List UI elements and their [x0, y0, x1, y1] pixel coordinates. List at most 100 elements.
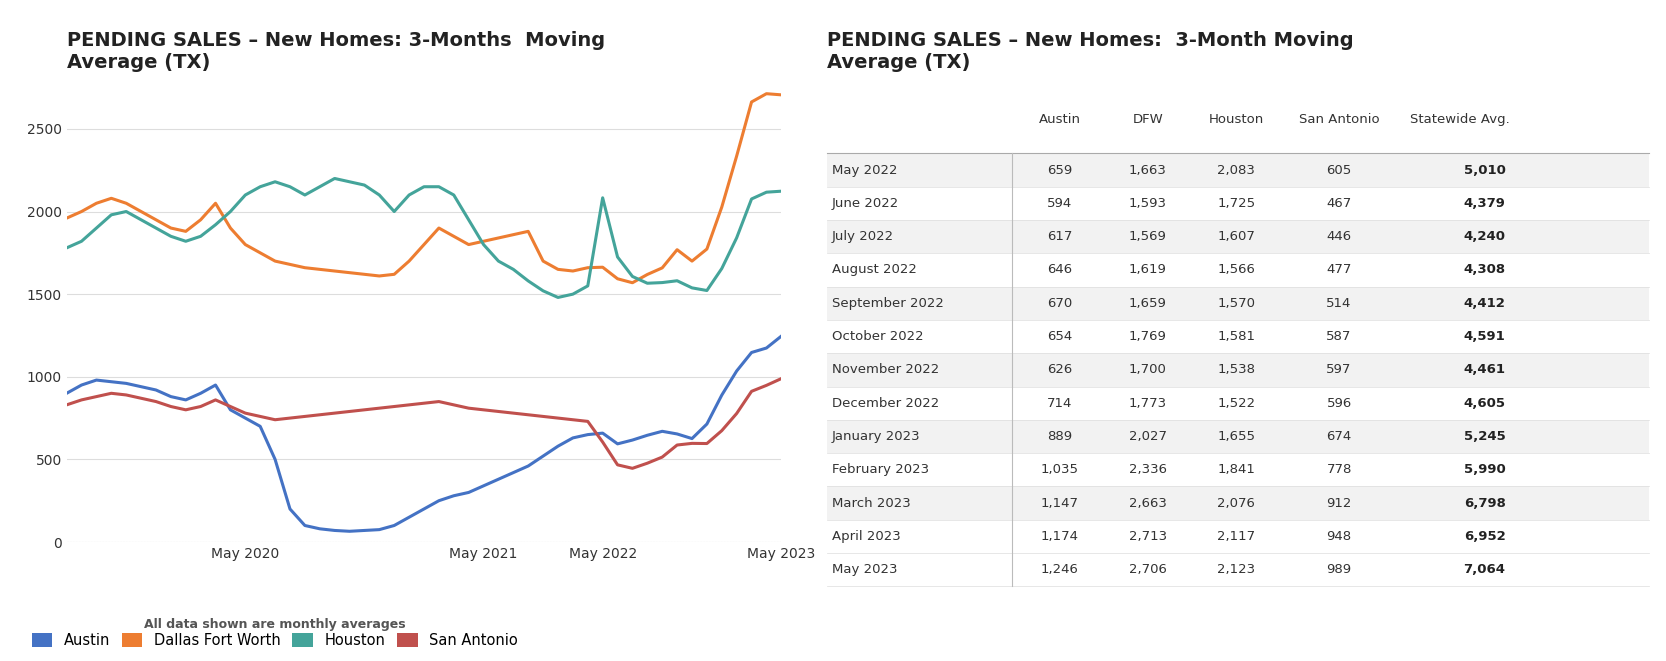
- Text: August 2022: August 2022: [831, 264, 916, 276]
- Text: 948: 948: [1326, 530, 1351, 543]
- Bar: [828, 486, 1649, 520]
- Text: 6,952: 6,952: [1464, 530, 1506, 543]
- Bar: [828, 520, 1649, 553]
- Text: 467: 467: [1326, 197, 1351, 210]
- Text: 1,619: 1,619: [1130, 264, 1166, 276]
- Text: September 2022: September 2022: [831, 297, 943, 310]
- Text: PENDING SALES – New Homes: 3-Months  Moving
Average (TX): PENDING SALES – New Homes: 3-Months Movi…: [67, 31, 605, 72]
- Text: 2,123: 2,123: [1218, 563, 1256, 576]
- Text: 1,607: 1,607: [1218, 230, 1254, 243]
- Text: 1,593: 1,593: [1130, 197, 1166, 210]
- Text: 6,798: 6,798: [1464, 496, 1506, 510]
- Text: July 2022: July 2022: [831, 230, 893, 243]
- Text: 1,773: 1,773: [1130, 397, 1168, 410]
- Text: 2,713: 2,713: [1130, 530, 1168, 543]
- Text: February 2023: February 2023: [831, 463, 928, 477]
- Text: 1,174: 1,174: [1041, 530, 1078, 543]
- Text: 670: 670: [1046, 297, 1073, 310]
- Text: 1,725: 1,725: [1218, 197, 1256, 210]
- Text: PENDING SALES – New Homes:  3-Month Moving
Average (TX): PENDING SALES – New Homes: 3-Month Movin…: [828, 31, 1354, 72]
- Text: 1,566: 1,566: [1218, 264, 1254, 276]
- Text: All data shown are monthly averages: All data shown are monthly averages: [143, 618, 407, 631]
- Text: 4,412: 4,412: [1464, 297, 1506, 310]
- Text: 626: 626: [1046, 364, 1073, 376]
- Text: 1,663: 1,663: [1130, 163, 1166, 176]
- Text: San Antonio: San Antonio: [1299, 112, 1379, 126]
- Text: 2,706: 2,706: [1130, 563, 1166, 576]
- Bar: [828, 220, 1649, 253]
- Bar: [828, 186, 1649, 220]
- Text: DFW: DFW: [1133, 112, 1163, 126]
- Text: 605: 605: [1326, 163, 1351, 176]
- Text: Statewide Avg.: Statewide Avg.: [1409, 112, 1509, 126]
- Text: 1,570: 1,570: [1218, 297, 1256, 310]
- Text: October 2022: October 2022: [831, 330, 923, 343]
- Text: Houston: Houston: [1210, 112, 1264, 126]
- Text: 654: 654: [1046, 330, 1073, 343]
- Text: 4,591: 4,591: [1464, 330, 1506, 343]
- Text: 1,246: 1,246: [1041, 563, 1078, 576]
- Text: 514: 514: [1326, 297, 1351, 310]
- Bar: [828, 253, 1649, 287]
- Text: 4,461: 4,461: [1463, 364, 1506, 376]
- Text: 1,569: 1,569: [1130, 230, 1166, 243]
- Text: 587: 587: [1326, 330, 1351, 343]
- Bar: [828, 387, 1649, 420]
- Text: 2,117: 2,117: [1218, 530, 1256, 543]
- Text: 1,522: 1,522: [1218, 397, 1256, 410]
- Text: 446: 446: [1326, 230, 1351, 243]
- Text: 4,308: 4,308: [1463, 264, 1506, 276]
- Text: December 2022: December 2022: [831, 397, 940, 410]
- Text: 617: 617: [1046, 230, 1073, 243]
- Text: 5,010: 5,010: [1464, 163, 1506, 176]
- Text: 912: 912: [1326, 496, 1351, 510]
- Text: 596: 596: [1326, 397, 1351, 410]
- Text: 477: 477: [1326, 264, 1351, 276]
- Text: 597: 597: [1326, 364, 1351, 376]
- Text: 2,663: 2,663: [1130, 496, 1166, 510]
- Text: 1,841: 1,841: [1218, 463, 1254, 477]
- Text: 778: 778: [1326, 463, 1351, 477]
- Text: 4,240: 4,240: [1463, 230, 1506, 243]
- Text: 5,990: 5,990: [1464, 463, 1506, 477]
- Bar: [828, 453, 1649, 486]
- Text: 2,083: 2,083: [1218, 163, 1254, 176]
- Bar: [828, 553, 1649, 586]
- Text: 1,700: 1,700: [1130, 364, 1166, 376]
- Text: June 2022: June 2022: [831, 197, 898, 210]
- Text: 594: 594: [1046, 197, 1073, 210]
- Legend: Austin, Dallas Fort Worth, Houston, San Antonio: Austin, Dallas Fort Worth, Houston, San …: [27, 627, 523, 654]
- Text: 646: 646: [1046, 264, 1073, 276]
- Text: 1,581: 1,581: [1218, 330, 1256, 343]
- Text: 1,769: 1,769: [1130, 330, 1166, 343]
- Bar: [828, 320, 1649, 353]
- Text: 989: 989: [1326, 563, 1351, 576]
- Bar: [828, 420, 1649, 453]
- Text: March 2023: March 2023: [831, 496, 910, 510]
- Text: 2,076: 2,076: [1218, 496, 1254, 510]
- Text: Austin: Austin: [1038, 112, 1081, 126]
- Text: 1,538: 1,538: [1218, 364, 1256, 376]
- Text: 889: 889: [1046, 430, 1073, 443]
- Text: 5,245: 5,245: [1464, 430, 1506, 443]
- Text: May 2022: May 2022: [831, 163, 896, 176]
- Bar: [828, 353, 1649, 387]
- Text: 4,605: 4,605: [1463, 397, 1506, 410]
- Text: April 2023: April 2023: [831, 530, 900, 543]
- Bar: [828, 287, 1649, 320]
- Text: 1,655: 1,655: [1218, 430, 1256, 443]
- Text: 1,147: 1,147: [1041, 496, 1078, 510]
- Bar: [828, 153, 1649, 186]
- Text: January 2023: January 2023: [831, 430, 920, 443]
- Text: 1,035: 1,035: [1041, 463, 1078, 477]
- Text: 2,027: 2,027: [1130, 430, 1166, 443]
- Text: May 2023: May 2023: [831, 563, 896, 576]
- Text: 2,336: 2,336: [1130, 463, 1166, 477]
- Text: 4,379: 4,379: [1464, 197, 1506, 210]
- Text: 714: 714: [1046, 397, 1073, 410]
- Text: 659: 659: [1046, 163, 1073, 176]
- Text: 7,064: 7,064: [1463, 563, 1506, 576]
- Text: November 2022: November 2022: [831, 364, 940, 376]
- Text: 1,659: 1,659: [1130, 297, 1166, 310]
- Text: 674: 674: [1326, 430, 1351, 443]
